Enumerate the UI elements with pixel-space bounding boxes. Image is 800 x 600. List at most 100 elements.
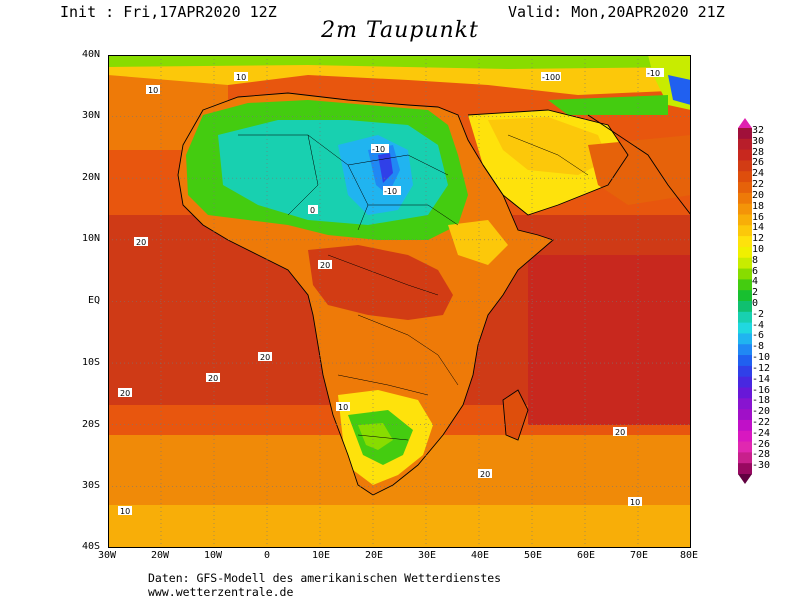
africa-coastline bbox=[177, 92, 554, 496]
colorbar-swatch bbox=[738, 355, 752, 367]
colorbar-label: 16 bbox=[752, 211, 765, 223]
lat-tick: 30N bbox=[82, 110, 101, 121]
colorbar-swatch bbox=[738, 225, 752, 237]
colorbar-swatch bbox=[738, 344, 752, 356]
colorbar-max-arrow bbox=[738, 118, 752, 128]
colorbar-label: -28 bbox=[752, 449, 771, 461]
colorbar-swatch bbox=[738, 333, 752, 345]
contour-label: 20 bbox=[134, 237, 148, 247]
colorbar-swatch bbox=[738, 463, 752, 475]
contour-label: 10 bbox=[118, 506, 132, 516]
init-time: Init : Fri,17APR2020 12Z bbox=[60, 3, 277, 21]
colorbar-swatch bbox=[738, 160, 752, 172]
svg-text:10: 10 bbox=[120, 507, 130, 516]
colorbar-swatch bbox=[738, 409, 752, 421]
contour-label: 20 bbox=[318, 260, 332, 270]
contour-label: 10 bbox=[336, 402, 350, 412]
colorbar-label: -2 bbox=[752, 308, 765, 320]
colorbar-swatch bbox=[738, 365, 752, 378]
lon-tick: 30E bbox=[418, 550, 437, 561]
contour-label: 20 bbox=[478, 469, 492, 479]
svg-text:-100: -100 bbox=[542, 73, 560, 82]
website-link[interactable]: www.wetterzentrale.de bbox=[148, 585, 294, 599]
chart-title: 2m Taupunkt bbox=[321, 18, 479, 43]
colorbar-label: 22 bbox=[752, 179, 765, 191]
svg-text:20: 20 bbox=[260, 353, 270, 362]
colorbar-swatch bbox=[738, 268, 752, 280]
colorbar-swatch bbox=[738, 236, 752, 248]
colorbar-swatch bbox=[738, 214, 752, 226]
lat-tick: 10S bbox=[82, 357, 101, 368]
colorbar-label: 14 bbox=[752, 222, 765, 234]
colorbar-swatch bbox=[738, 203, 752, 215]
arabia-coastline bbox=[467, 109, 629, 216]
colorbar-label: 18 bbox=[752, 200, 765, 212]
svg-text:20: 20 bbox=[615, 428, 625, 437]
lon-tick: 0 bbox=[264, 550, 271, 561]
svg-text:10: 10 bbox=[236, 73, 246, 82]
colorbar-swatch bbox=[738, 441, 752, 453]
lon-tick: 20E bbox=[365, 550, 384, 561]
colorbar-label: -4 bbox=[752, 319, 765, 331]
colorbar-swatch bbox=[738, 171, 752, 183]
contour-label: 20 bbox=[258, 352, 272, 362]
colorbar-label: -16 bbox=[752, 384, 771, 396]
svg-text:20: 20 bbox=[480, 470, 490, 479]
colorbar-swatch bbox=[738, 311, 752, 324]
lat-tick: 20N bbox=[82, 172, 101, 183]
contour-label: 20 bbox=[206, 373, 220, 383]
colorbar-label: -8 bbox=[752, 341, 765, 353]
colorbar-label: 4 bbox=[752, 276, 759, 288]
contour-label: -100 bbox=[541, 72, 561, 82]
colorbar-label: 28 bbox=[752, 146, 765, 158]
lon-tick: 80E bbox=[680, 550, 699, 561]
lon-tick: 30W bbox=[98, 550, 117, 561]
data-source: Daten: GFS-Modell des amerikanischen Wet… bbox=[148, 571, 502, 585]
svg-text:10: 10 bbox=[148, 86, 158, 95]
colorbar-label: 26 bbox=[752, 157, 765, 169]
colorbar-swatch bbox=[738, 257, 752, 270]
colorbar-swatch bbox=[738, 192, 752, 205]
colorbar-min-arrow bbox=[738, 474, 752, 484]
india-coastline bbox=[587, 114, 691, 216]
valid-time: Valid: Mon,20APR2020 21Z bbox=[508, 3, 725, 21]
country-borders bbox=[238, 134, 589, 441]
lat-tick: 40S bbox=[82, 541, 101, 552]
contour-label: 10 bbox=[628, 497, 642, 507]
map-frame bbox=[108, 55, 691, 548]
colorbar-swatch bbox=[738, 301, 752, 313]
colorbar-label: 10 bbox=[752, 243, 765, 255]
colorbar-label: -30 bbox=[752, 460, 771, 472]
colorbar-swatch bbox=[738, 398, 752, 410]
contour-label: 0 bbox=[308, 205, 318, 215]
colorbar-label: 20 bbox=[752, 189, 765, 201]
svg-text:0: 0 bbox=[310, 206, 315, 215]
colorbar-swatch bbox=[738, 128, 752, 140]
colorbar-label: 2 bbox=[752, 287, 759, 299]
colorbar-swatch bbox=[738, 138, 752, 151]
colorbar-label: -20 bbox=[752, 406, 771, 418]
dewpoint-map: 10 10 -10 -10 0 20 20 20 20 20 10 20 20 … bbox=[108, 55, 691, 548]
colorbar-label: -12 bbox=[752, 362, 771, 374]
colorbar-label: 8 bbox=[752, 254, 759, 266]
colorbar-swatch bbox=[738, 182, 752, 194]
lat-tick: 40N bbox=[82, 49, 101, 60]
colorbar-label: -26 bbox=[752, 438, 771, 450]
colorbar-swatch bbox=[738, 430, 752, 443]
svg-text:-10: -10 bbox=[384, 187, 397, 196]
colorbar-label: -18 bbox=[752, 395, 771, 407]
contour-label: -10 bbox=[371, 144, 389, 154]
colorbar-label: 32 bbox=[752, 125, 765, 136]
colorbar-label: 0 bbox=[752, 298, 759, 309]
colorbar-swatch bbox=[738, 376, 752, 388]
lon-tick: 70E bbox=[630, 550, 649, 561]
svg-text:-10: -10 bbox=[647, 69, 660, 78]
colorbar-label: 12 bbox=[752, 233, 765, 245]
contour-label: -10 bbox=[383, 186, 401, 196]
contour-labels: 10 10 -10 -10 0 20 20 20 20 20 10 20 20 … bbox=[118, 68, 664, 516]
colorbar-label: -6 bbox=[752, 330, 765, 342]
colorbar-label: -24 bbox=[752, 427, 771, 439]
contour-label: 10 bbox=[146, 85, 160, 95]
colorbar-swatch bbox=[738, 279, 752, 291]
colorbar-swatch bbox=[738, 290, 752, 302]
